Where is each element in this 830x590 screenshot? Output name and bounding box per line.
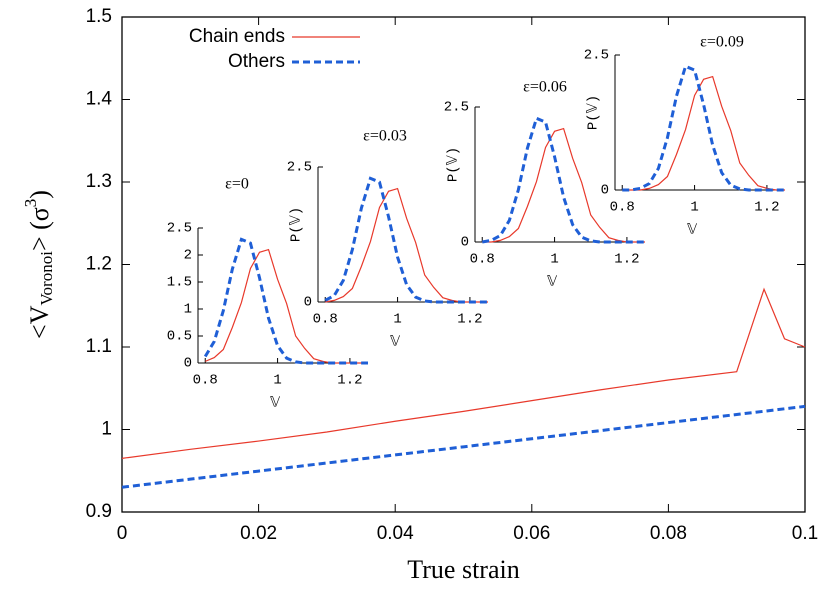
legend-label: Others	[228, 51, 285, 72]
inset-title: ε=0.09	[700, 34, 744, 51]
x-axis-label: 𝕍	[390, 335, 400, 351]
y-tick-label: 1.3	[86, 171, 112, 192]
x-axis-label: 𝕍	[270, 396, 280, 412]
y-axis-label-part: 3	[21, 199, 40, 208]
x-tick-label: 1	[393, 312, 401, 328]
y-axis-label: P(𝕍)	[289, 207, 305, 242]
x-tick-label: 0.1	[792, 523, 818, 544]
data-line	[121, 404, 806, 489]
data-line	[482, 127, 645, 243]
y-tick-label: 2.5	[584, 48, 609, 64]
y-tick-label: 0.5	[167, 329, 192, 345]
x-tick-label: 0.8	[313, 312, 338, 328]
x-tick-label: 0.08	[650, 523, 687, 544]
x-tick-label: 0.8	[610, 200, 635, 216]
y-tick-label: 2.5	[444, 100, 469, 116]
y-tick-label: 1	[101, 419, 112, 440]
data-line	[481, 116, 645, 244]
x-tick-label: 1.2	[614, 252, 639, 268]
data-line	[324, 176, 488, 304]
x-axis-label: True strain	[407, 555, 519, 584]
y-tick-label: 1.5	[167, 275, 192, 291]
data-line	[622, 75, 785, 191]
y-axis-label-part: Voronoi	[37, 251, 56, 306]
x-axis-label: 𝕍	[547, 275, 557, 291]
y-tick-label: 2.5	[167, 221, 192, 237]
y-tick-label: 0	[184, 356, 192, 372]
y-tick-label: 2.5	[287, 160, 312, 176]
y-axis-label-part: > (σ	[25, 207, 54, 251]
inset-title: ε=0.06	[523, 79, 567, 96]
y-tick-label: 2	[184, 248, 192, 264]
y-tick-label: 0	[304, 295, 312, 311]
x-tick-label: 0.02	[240, 523, 277, 544]
inset-title: ε=0	[225, 176, 249, 193]
x-tick-label: 1	[273, 373, 281, 389]
x-tick-label: 1.2	[754, 200, 779, 216]
inset-title: ε=0.03	[363, 128, 407, 145]
y-axis-label: P(𝕍)	[446, 147, 462, 182]
x-tick-label: 0	[117, 523, 128, 544]
x-tick-label: 0.8	[470, 252, 495, 268]
y-tick-label: 1.2	[86, 254, 112, 275]
y-tick-label: 0	[461, 235, 469, 251]
x-tick-label: 0.04	[377, 523, 414, 544]
x-tick-label: 1.2	[457, 312, 482, 328]
data-line	[622, 64, 785, 192]
x-tick-label: 1	[550, 252, 558, 268]
x-tick-label: 0.8	[193, 373, 218, 389]
legend-label: Chain ends	[189, 26, 285, 47]
data-line	[203, 237, 368, 365]
y-axis-label-part: )	[25, 190, 54, 199]
y-axis-label: <VVoronoi> (σ3)	[21, 190, 56, 339]
y-tick-label: 1	[184, 302, 192, 318]
x-tick-label: 1	[690, 200, 698, 216]
y-tick-label: 1.5	[86, 6, 112, 27]
plot-frame	[121, 16, 806, 513]
y-tick-label: 0	[601, 183, 609, 199]
x-tick-label: 1.2	[337, 373, 362, 389]
data-line	[205, 248, 368, 364]
x-tick-label: 0.06	[513, 523, 550, 544]
y-tick-label: 1.1	[86, 336, 112, 357]
y-tick-label: 0.9	[86, 501, 112, 522]
y-axis-label-part: <V	[25, 305, 54, 339]
y-tick-label: 1.4	[86, 89, 113, 110]
data-line	[121, 287, 806, 459]
y-axis-label: P(𝕍)	[586, 95, 602, 130]
x-axis-label: 𝕍	[687, 223, 697, 239]
